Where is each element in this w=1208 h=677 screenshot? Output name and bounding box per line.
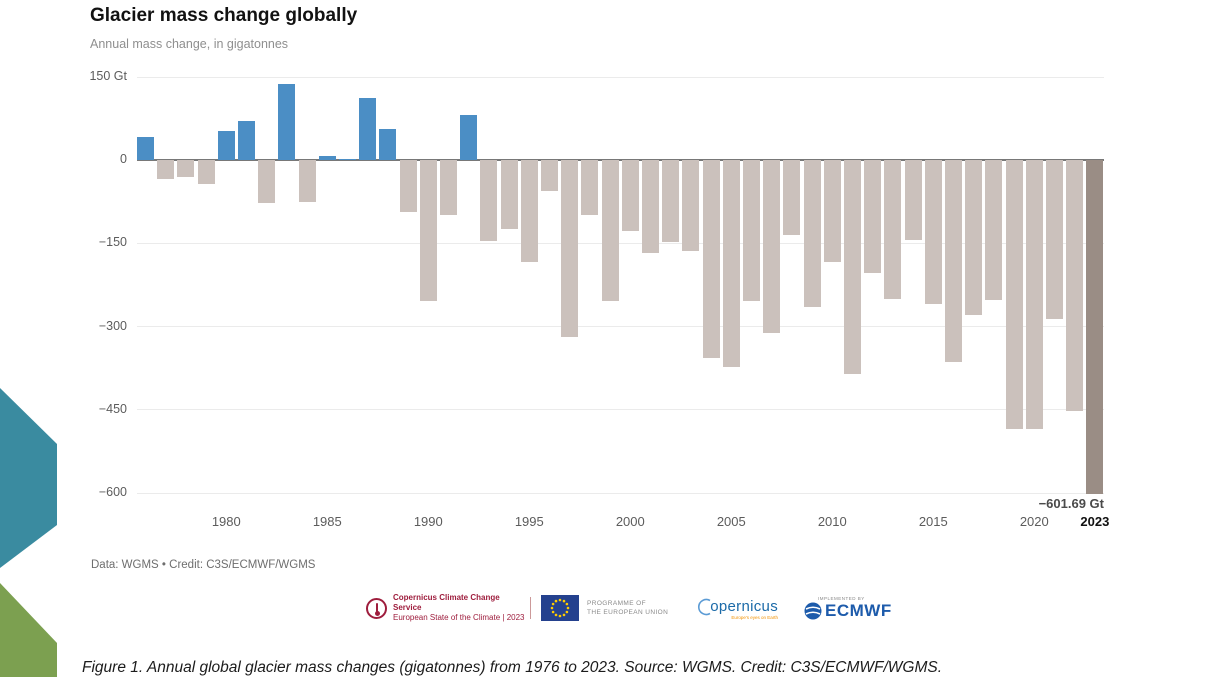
bar-2023[interactable]: [1086, 160, 1104, 494]
bar-2021[interactable]: [1046, 160, 1063, 319]
bar-2001[interactable]: [642, 160, 659, 253]
bar-2016[interactable]: [945, 160, 962, 362]
teal-chevron-decoration: [0, 388, 57, 568]
bar-2003[interactable]: [682, 160, 700, 252]
gridline-y--300: [137, 326, 1104, 328]
bar-2015[interactable]: [924, 160, 942, 305]
bar-1998[interactable]: [581, 160, 599, 216]
ecmwf-logo: IMPLEMENTED BY ECMWF: [804, 596, 892, 621]
bar-2000[interactable]: [621, 160, 639, 232]
x-axis-label-1980: 1980: [211, 514, 241, 529]
bar-1976[interactable]: [137, 137, 154, 161]
x-axis-label-2005: 2005: [716, 514, 746, 529]
x-axis-label-2023: 2023: [1080, 514, 1110, 529]
y-axis-label-0: 0: [120, 152, 127, 167]
logo-divider: [530, 597, 531, 619]
bar-1985[interactable]: [318, 156, 336, 161]
bar-2022[interactable]: [1066, 160, 1084, 412]
gridline-y--450: [137, 409, 1104, 411]
bar-1988[interactable]: [379, 129, 397, 161]
x-axis-label-2020: 2020: [1019, 514, 1049, 529]
bar-2004[interactable]: [702, 160, 720, 359]
c3s-logo-line1: Copernicus Climate Change Service: [393, 593, 500, 612]
chart-plot-area: 150 Gt 0 −150 −300 −450 −600 1980 1985 1990 1995 2…: [89, 69, 1109, 529]
x-axis-label-1995: 1995: [514, 514, 544, 529]
bar-1997[interactable]: [561, 160, 579, 337]
bar-1996[interactable]: [541, 160, 558, 191]
bar-2017[interactable]: [965, 160, 983, 316]
bar-2008[interactable]: [783, 160, 801, 235]
x-axis-label-2000: 2000: [615, 514, 645, 529]
x-axis-label-2015: 2015: [918, 514, 948, 529]
bar-2006[interactable]: [743, 160, 760, 301]
bar-1991[interactable]: [440, 160, 457, 216]
bar-2014[interactable]: [904, 160, 922, 240]
bar-2020[interactable]: [1025, 160, 1043, 429]
figure-caption: Figure 1. Annual global glacier mass cha…: [82, 659, 943, 676]
logo-strip: Copernicus Climate Change Service Europe…: [366, 590, 892, 626]
chart-subtitle: Annual mass change, in gigatonnes: [90, 37, 289, 51]
bar-2010[interactable]: [823, 160, 841, 263]
bar-1984[interactable]: [298, 160, 316, 203]
bar-1982[interactable]: [258, 160, 276, 204]
zero-baseline: [137, 159, 1104, 162]
ecmwf-implemented-by: IMPLEMENTED BY: [818, 595, 865, 601]
eu-flag-icon: [541, 595, 579, 621]
eu-programme-line2: THE EUROPEAN UNION: [587, 609, 669, 616]
y-axis-label--150: −150: [98, 235, 127, 250]
bar-1995[interactable]: [520, 160, 538, 263]
c3s-thermometer-icon: [366, 597, 387, 619]
bar-2009[interactable]: [803, 160, 821, 307]
gridline-y-150: [137, 76, 1104, 78]
gridline-y--150: [137, 242, 1104, 244]
c3s-logo: Copernicus Climate Change Service Europe…: [366, 593, 537, 623]
value-annotation-2023: −601.69 Gt: [1038, 496, 1104, 511]
y-axis-label--300: −300: [98, 318, 127, 333]
data-credit-line: Data: WGMS • Credit: C3S/ECMWF/WGMS: [91, 559, 316, 571]
bar-1987[interactable]: [359, 97, 377, 161]
gridline-y--600: [137, 492, 1104, 494]
bar-2007[interactable]: [763, 160, 781, 334]
x-axis-label-1990: 1990: [413, 514, 443, 529]
x-axis-label-1985: 1985: [312, 514, 342, 529]
bar-2012[interactable]: [864, 160, 882, 274]
bar-1980[interactable]: [217, 131, 235, 161]
bar-1983[interactable]: [278, 84, 296, 161]
bar-1994[interactable]: [500, 160, 518, 229]
copernicus-tagline: Europe's eyes on Earth: [731, 614, 778, 620]
c3s-logo-line2: European State of the Climate | 2023: [393, 613, 525, 622]
y-axis-label--600: −600: [98, 485, 127, 499]
bar-2005[interactable]: [722, 160, 740, 367]
bar-2002[interactable]: [662, 160, 680, 243]
bar-1981[interactable]: [238, 121, 255, 161]
copernicus-c-arc-icon: [698, 598, 711, 615]
bar-1977[interactable]: [157, 160, 175, 180]
ecmwf-wordmark: ECMWF: [825, 600, 892, 620]
ecmwf-globe-icon: [804, 602, 822, 619]
bar-1992[interactable]: [460, 115, 478, 161]
eu-programme-text: PROGRAMME OF THE EUROPEAN UNION: [587, 599, 668, 617]
bar-1990[interactable]: [419, 160, 437, 302]
green-chevron-decoration: [0, 583, 57, 677]
bar-2013[interactable]: [884, 160, 902, 300]
bar-1986[interactable]: [339, 158, 356, 161]
bar-2011[interactable]: [844, 160, 861, 374]
bar-1999[interactable]: [601, 160, 619, 302]
eu-programme-line1: PROGRAMME OF: [587, 600, 646, 607]
bar-1993[interactable]: [480, 160, 498, 242]
copernicus-logo: opernicus Europe's eyes on Earth: [696, 597, 778, 620]
chart-title: Glacier mass change globally: [90, 5, 358, 26]
y-axis-label--450: −450: [98, 401, 127, 416]
bar-2018[interactable]: [985, 160, 1003, 300]
c3s-logo-text: Copernicus Climate Change Service Europe…: [393, 593, 528, 623]
bar-1979[interactable]: [197, 160, 215, 185]
copernicus-wordmark: opernicus: [710, 598, 778, 615]
bar-1989[interactable]: [399, 160, 417, 213]
y-axis-label-150: 150 Gt: [89, 69, 127, 83]
bar-2019[interactable]: [1005, 160, 1023, 429]
bar-1978[interactable]: [177, 160, 195, 178]
x-axis-label-2010: 2010: [817, 514, 847, 529]
